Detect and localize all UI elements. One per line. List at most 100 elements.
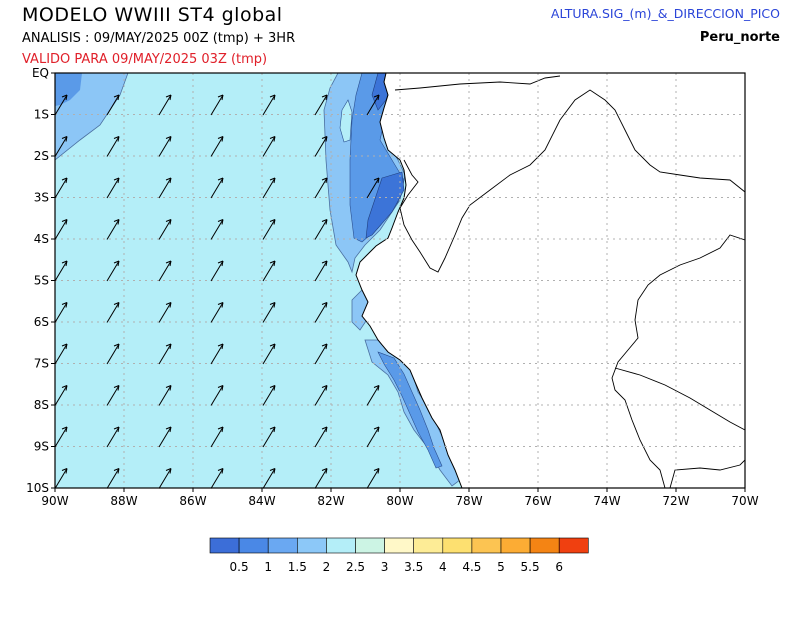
wave-direction-arrow xyxy=(54,219,68,240)
colorbar-swatch xyxy=(238,537,269,554)
wave-direction-arrow xyxy=(210,136,224,157)
wave-direction-arrow xyxy=(106,177,120,199)
wave-direction-arrow xyxy=(314,426,328,448)
wave-direction-arrow xyxy=(314,94,328,116)
border-ecuador-peru xyxy=(399,89,745,273)
lat-label: 1S xyxy=(34,108,49,122)
colorbar-label: 3 xyxy=(381,560,389,574)
wave-direction-arrow xyxy=(54,468,68,489)
colorbar-swatch xyxy=(296,537,327,554)
colorbar-swatch xyxy=(355,537,385,554)
colorbar-label: 6 xyxy=(555,560,563,574)
wave-height-contour-1-nw xyxy=(55,73,82,106)
lat-label: 4S xyxy=(34,232,49,246)
lat-label: 6S xyxy=(34,315,49,329)
colorbar-swatch xyxy=(442,537,473,554)
region-title: Peru_norte xyxy=(699,30,780,45)
wave-direction-arrow xyxy=(262,385,276,406)
colorbar-label: 5 xyxy=(497,560,505,574)
colorbar-swatch xyxy=(413,537,444,554)
wave-direction-arrow xyxy=(54,343,68,365)
wave-direction-arrow xyxy=(106,385,120,406)
colorbar-swatch xyxy=(500,537,531,554)
wave-direction-arrow xyxy=(54,302,68,323)
wave-direction-arrow xyxy=(106,426,120,448)
lon-label: 78W xyxy=(455,494,482,508)
wave-direction-arrow xyxy=(106,94,120,116)
wave-direction-arrow xyxy=(314,219,328,240)
wave-direction-arrow xyxy=(158,468,172,489)
wave-direction-arrow xyxy=(262,219,276,240)
wave-direction-arrow xyxy=(54,177,68,199)
lon-label: 74W xyxy=(593,494,620,508)
lon-label: 80W xyxy=(386,494,413,508)
wave-direction-arrow xyxy=(314,385,328,406)
colorbar: 0.5 1 1.5 2 2.5 3 3.5 4 4.5 5 5.5 6 xyxy=(209,537,589,574)
wave-direction-arrow xyxy=(314,343,328,365)
lat-label: 9S xyxy=(34,440,49,454)
wave-direction-arrow xyxy=(262,177,276,199)
colorbar-swatch xyxy=(326,537,356,554)
analysis-line: ANALISIS : 09/MAY/2025 00Z (tmp) + 3HR xyxy=(22,31,296,46)
wave-direction-arrow xyxy=(314,468,328,489)
colorbar-label: 5.5 xyxy=(521,560,540,574)
colorbar-label: 4.5 xyxy=(462,560,481,574)
wave-direction-arrow xyxy=(54,94,68,116)
wave-direction-arrow xyxy=(366,177,380,199)
border-colombia-ecuador xyxy=(394,75,561,91)
wave-direction-arrow xyxy=(54,136,68,157)
wave-direction-arrow xyxy=(158,177,172,199)
lon-label: 70W xyxy=(731,494,758,508)
lat-label: 8S xyxy=(34,398,49,412)
colorbar-label: 1 xyxy=(264,560,272,574)
wave-direction-arrow xyxy=(54,426,68,448)
wave-direction-arrow xyxy=(158,260,172,282)
colorbar-swatch xyxy=(558,537,589,554)
wave-direction-arrow xyxy=(158,136,172,157)
colorbar-label: 2 xyxy=(323,560,331,574)
border-peru-brazil-south xyxy=(614,367,745,431)
wave-direction-arrow xyxy=(314,260,328,282)
wave-direction-arrow xyxy=(106,219,120,240)
wave-direction-arrow xyxy=(210,219,224,240)
wave-direction-arrow xyxy=(210,343,224,365)
lat-label: 7S xyxy=(34,357,49,371)
wave-direction-arrow xyxy=(158,302,172,323)
border-peru-colombia-brazil xyxy=(611,234,745,488)
colorbar-label: 1.5 xyxy=(288,560,307,574)
lon-label: 76W xyxy=(524,494,551,508)
lon-label: 72W xyxy=(662,494,689,508)
wave-direction-arrow xyxy=(210,177,224,199)
colorbar-label: 3.5 xyxy=(404,560,423,574)
colorbar-swatch xyxy=(529,537,560,554)
colorbar-swatch xyxy=(384,537,415,554)
lat-label: 2S xyxy=(34,149,49,163)
wave-direction-arrow xyxy=(366,94,380,116)
lat-label: 10S xyxy=(26,481,49,495)
lon-label: 84W xyxy=(248,494,275,508)
lat-label: 3S xyxy=(34,191,49,205)
wave-direction-arrow xyxy=(158,385,172,406)
wave-direction-arrow xyxy=(106,136,120,157)
wave-direction-arrow xyxy=(210,94,224,116)
wave-direction-arrows xyxy=(54,94,380,489)
wave-direction-arrow xyxy=(314,302,328,323)
wave-direction-arrow xyxy=(106,468,120,489)
colorbar-label: 0.5 xyxy=(230,560,249,574)
model-title: MODELO WWIII ST4 global xyxy=(22,4,283,26)
wave-direction-arrow xyxy=(210,426,224,448)
wave-direction-arrow xyxy=(314,136,328,157)
wave-direction-arrow xyxy=(262,343,276,365)
wave-direction-arrow xyxy=(210,385,224,406)
wave-direction-arrow xyxy=(366,468,380,489)
wave-direction-arrow xyxy=(54,385,68,406)
wave-direction-arrow xyxy=(158,94,172,116)
wave-direction-arrow xyxy=(106,302,120,323)
wave-direction-arrow xyxy=(106,260,120,282)
variable-title: ALTURA.SIG_(m)_&_DIRECCION_PICO xyxy=(550,6,780,21)
wave-direction-arrow xyxy=(210,260,224,282)
wave-direction-arrow xyxy=(262,426,276,448)
wave-direction-arrow xyxy=(158,426,172,448)
lat-label: 5S xyxy=(34,274,49,288)
